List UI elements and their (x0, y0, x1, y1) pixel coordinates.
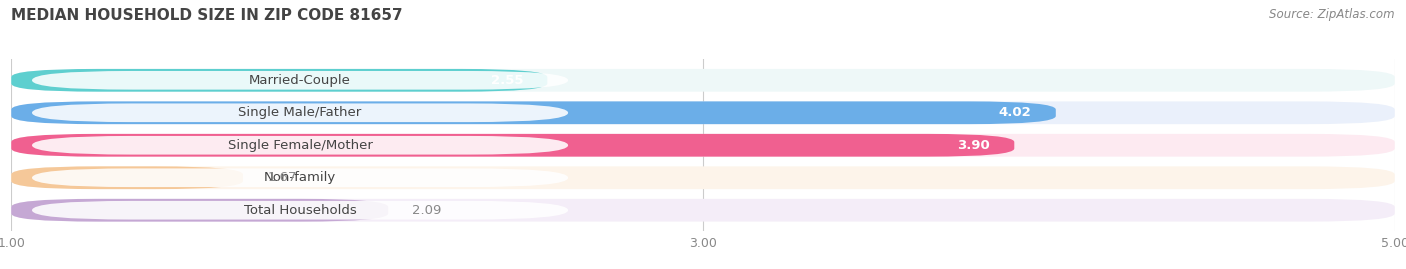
Text: Married-Couple: Married-Couple (249, 74, 352, 87)
FancyBboxPatch shape (11, 134, 1395, 157)
FancyBboxPatch shape (11, 69, 547, 92)
Text: Source: ZipAtlas.com: Source: ZipAtlas.com (1270, 8, 1395, 21)
FancyBboxPatch shape (11, 134, 1014, 157)
Text: 3.90: 3.90 (957, 139, 990, 152)
Text: 4.02: 4.02 (998, 106, 1032, 119)
Text: Non-family: Non-family (264, 171, 336, 184)
FancyBboxPatch shape (11, 199, 388, 222)
FancyBboxPatch shape (32, 168, 568, 187)
FancyBboxPatch shape (32, 104, 568, 122)
FancyBboxPatch shape (11, 101, 1056, 124)
FancyBboxPatch shape (32, 201, 568, 220)
FancyBboxPatch shape (11, 166, 243, 189)
FancyBboxPatch shape (32, 136, 568, 155)
Text: Single Male/Father: Single Male/Father (239, 106, 361, 119)
Text: 2.55: 2.55 (491, 74, 523, 87)
FancyBboxPatch shape (11, 101, 1395, 124)
Text: 1.67: 1.67 (267, 171, 297, 184)
Text: MEDIAN HOUSEHOLD SIZE IN ZIP CODE 81657: MEDIAN HOUSEHOLD SIZE IN ZIP CODE 81657 (11, 8, 404, 23)
Text: Total Households: Total Households (243, 204, 357, 217)
FancyBboxPatch shape (11, 199, 1395, 222)
Text: 2.09: 2.09 (412, 204, 441, 217)
FancyBboxPatch shape (32, 71, 568, 90)
Text: Single Female/Mother: Single Female/Mother (228, 139, 373, 152)
FancyBboxPatch shape (11, 166, 1395, 189)
FancyBboxPatch shape (11, 69, 1395, 92)
